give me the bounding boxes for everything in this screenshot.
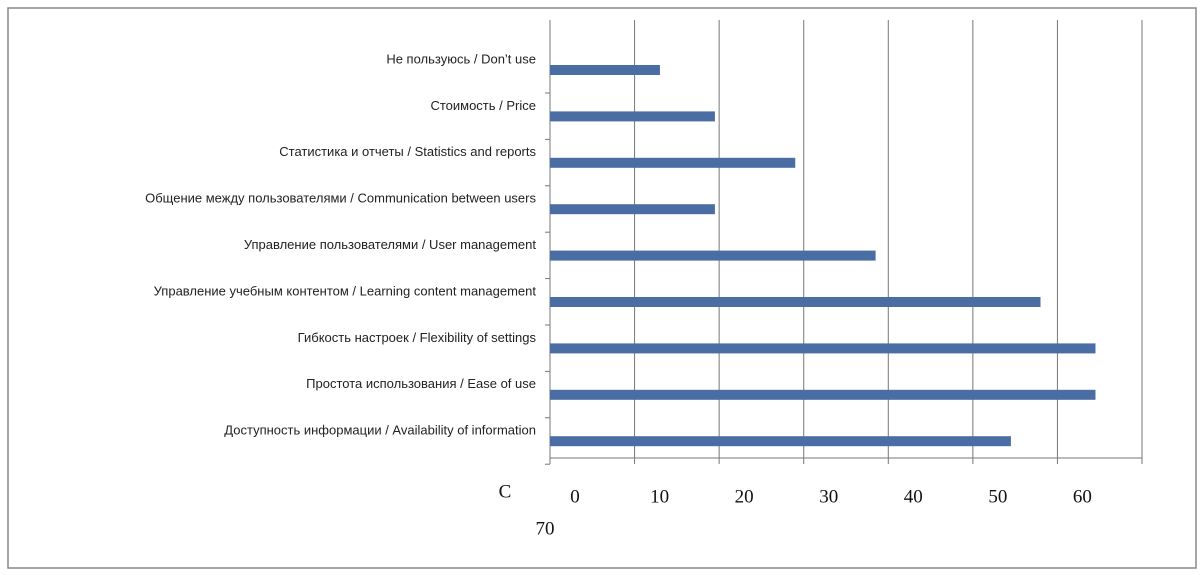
bar — [550, 436, 1011, 447]
chart-frame — [7, 7, 1197, 569]
x-tick-label: 60 — [1073, 486, 1092, 507]
category-label: Управление пользователями / User managem… — [244, 237, 537, 252]
bar — [550, 204, 715, 215]
bar — [550, 389, 1096, 400]
x-tick-label: 50 — [988, 486, 1007, 507]
category-label: Управление учебным контентом / Learning … — [154, 283, 537, 298]
category-label: Не пользуюсь / Don’t use — [386, 51, 536, 66]
category-label: Гибкость настроек / Flexibility of setti… — [298, 330, 537, 345]
category-label: Статистика и отчеты / Statistics and rep… — [279, 144, 536, 159]
x-tick-label: 10 — [650, 486, 669, 507]
x-tick-label: 30 — [819, 486, 838, 507]
bar — [550, 157, 796, 168]
bar — [550, 111, 715, 122]
x-tick-label: 40 — [904, 486, 923, 507]
category-label: Стоимость / Price — [430, 98, 536, 113]
x-tick-label: 70 — [536, 518, 555, 539]
bar — [550, 65, 660, 75]
category-label: Общение между пользователями / Communica… — [145, 191, 536, 206]
bar — [550, 297, 1041, 307]
bar — [550, 250, 876, 261]
x-tick-label: 20 — [735, 486, 754, 507]
annotation: C — [499, 481, 512, 502]
bar — [550, 343, 1096, 354]
x-tick-label: 0 — [570, 486, 580, 507]
category-label: Доступность информации / Availability of… — [224, 423, 536, 438]
category-label: Простота использования / Ease of use — [306, 376, 536, 391]
